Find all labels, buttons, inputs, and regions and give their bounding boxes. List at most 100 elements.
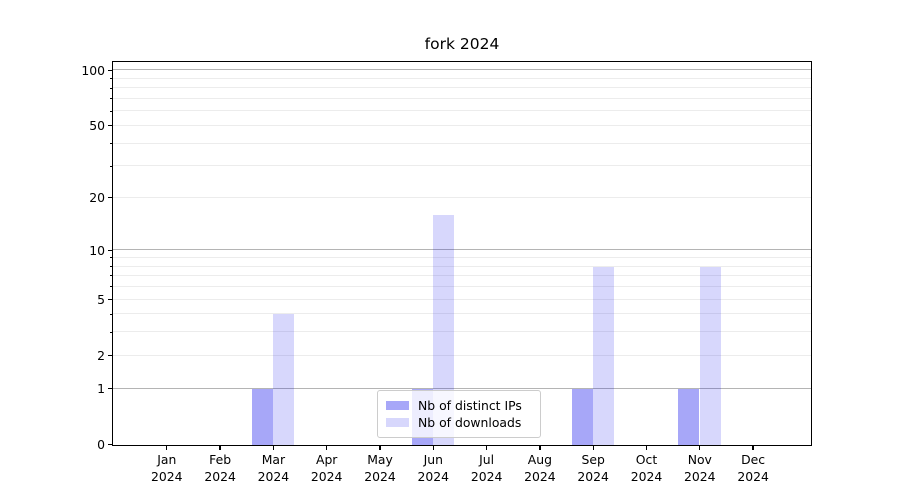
gridline-major-1	[113, 387, 811, 389]
legend: Nb of distinct IPs Nb of downloads	[377, 390, 541, 438]
bar-downloads-mar-2024	[273, 314, 295, 445]
y-minor-tick-7	[110, 275, 113, 277]
gridline-minor-9	[113, 257, 811, 259]
y-tick-2	[108, 354, 113, 357]
gridline-minor-6	[113, 285, 811, 287]
x-label-month: Apr	[315, 452, 338, 467]
x-label-year: 2024	[524, 468, 556, 484]
x-label-year: 2024	[630, 468, 663, 484]
gridline-minor-70	[113, 97, 811, 99]
x-tick-label-jul-2024: Jul 2024	[455, 452, 519, 485]
x-label-month: Nov	[687, 452, 712, 467]
x-tick-label-may-2024: May 2024	[348, 452, 412, 485]
bar-downloads-sep-2024	[592, 266, 615, 445]
x-tick-mar-2024	[272, 446, 275, 451]
y-tick-label-20: 20	[89, 190, 105, 206]
bar-distinct-ips-mar-2024	[251, 388, 274, 445]
x-tick-apr-2024	[326, 446, 328, 451]
y-tick-label-1: 1	[97, 380, 105, 396]
bar-downloads-nov-2024	[699, 266, 721, 445]
x-tick-jun-2024	[432, 446, 434, 451]
gridline-minor-4	[113, 313, 811, 315]
x-label-month: May	[367, 452, 393, 467]
gridline-minor-3	[113, 331, 811, 333]
x-tick-jan-2024	[166, 446, 168, 451]
x-label-month: Dec	[741, 452, 766, 467]
x-tick-nov-2024	[699, 446, 701, 451]
x-tick-sep-2024	[592, 446, 594, 451]
y-minor-tick-60	[110, 110, 113, 112]
x-label-month: Mar	[261, 452, 286, 467]
gridline-major-10	[113, 249, 811, 251]
x-label-month: Aug	[527, 452, 552, 467]
y-tick-100	[108, 69, 113, 71]
legend-item-distinct-ips: Nb of distinct IPs	[386, 397, 532, 414]
legend-item-downloads: Nb of downloads	[386, 414, 532, 431]
x-label-year: 2024	[151, 468, 183, 484]
x-label-year: 2024	[470, 468, 503, 484]
x-label-month: Sep	[581, 452, 605, 467]
y-minor-tick-4	[110, 313, 113, 315]
y-tick-20	[108, 197, 113, 199]
x-label-month: Jul	[479, 452, 495, 467]
y-minor-tick-90	[110, 78, 113, 80]
legend-swatch-distinct-ips	[386, 401, 409, 410]
gridline-minor-20	[113, 196, 811, 198]
x-tick-aug-2024	[539, 446, 541, 451]
x-tick-label-jan-2024: Jan 2024	[135, 452, 199, 485]
chart-title: fork 2024	[424, 35, 500, 53]
x-tick-feb-2024	[219, 446, 221, 451]
y-tick-label-100: 100	[81, 62, 105, 78]
x-tick-label-jun-2024: Jun 2024	[401, 452, 465, 485]
y-tick-label-0: 0	[97, 437, 105, 453]
y-tick-10	[108, 249, 113, 251]
legend-label-distinct-ips: Nb of distinct IPs	[418, 398, 522, 413]
x-tick-label-feb-2024: Feb 2024	[188, 452, 252, 485]
gridline-minor-7	[113, 275, 811, 277]
x-label-year: 2024	[310, 468, 343, 484]
x-tick-label-apr-2024: Apr 2024	[295, 452, 359, 485]
y-minor-tick-40	[110, 142, 113, 144]
gridline-minor-60	[113, 110, 811, 112]
gridline-minor-40	[113, 142, 811, 144]
y-tick-label-2: 2	[97, 348, 105, 364]
x-tick-label-oct-2024: Oct 2024	[615, 452, 679, 485]
y-minor-tick-30	[110, 165, 113, 167]
x-label-year: 2024	[417, 468, 450, 484]
x-tick-label-mar-2024: Mar 2024	[241, 452, 305, 485]
x-tick-oct-2024	[645, 446, 648, 451]
legend-label-downloads: Nb of downloads	[418, 415, 522, 430]
x-label-year: 2024	[204, 468, 236, 484]
bar-distinct-ips-nov-2024	[678, 388, 700, 445]
y-tick-label-50: 50	[89, 118, 105, 134]
x-tick-label-aug-2024: Aug 2024	[508, 452, 572, 485]
x-tick-label-sep-2024: Sep 2024	[561, 452, 625, 485]
bar-distinct-ips-sep-2024	[571, 388, 593, 445]
gridline-minor-90	[113, 77, 811, 79]
x-tick-label-nov-2024: Nov 2024	[668, 452, 732, 485]
gridline-minor-5	[113, 298, 811, 300]
gridline-minor-80	[113, 87, 811, 89]
plot-area: Nb of distinct IPs Nb of downloads	[112, 61, 812, 446]
gridline-minor-8	[113, 265, 811, 267]
x-label-month: Jun	[423, 452, 443, 467]
y-minor-tick-80	[110, 87, 113, 89]
x-tick-dec-2024	[752, 446, 754, 451]
gridline-minor-30	[113, 165, 811, 167]
gridline-minor-2	[113, 354, 811, 356]
x-label-year: 2024	[684, 468, 716, 484]
bar-downloads-jun-2024	[433, 215, 455, 445]
x-tick-label-dec-2024: Dec 2024	[721, 452, 785, 485]
y-tick-label-10: 10	[89, 242, 105, 258]
y-minor-tick-3	[110, 331, 113, 333]
y-tick-0	[108, 444, 113, 446]
x-tick-jul-2024	[485, 446, 488, 451]
legend-swatch-downloads	[386, 418, 409, 427]
y-tick-label-5: 5	[97, 291, 105, 307]
x-label-month: Jan	[157, 452, 177, 467]
x-label-year: 2024	[737, 468, 769, 484]
x-label-month: Feb	[209, 452, 232, 467]
x-label-year: 2024	[364, 468, 396, 484]
y-tick-1	[108, 387, 113, 390]
